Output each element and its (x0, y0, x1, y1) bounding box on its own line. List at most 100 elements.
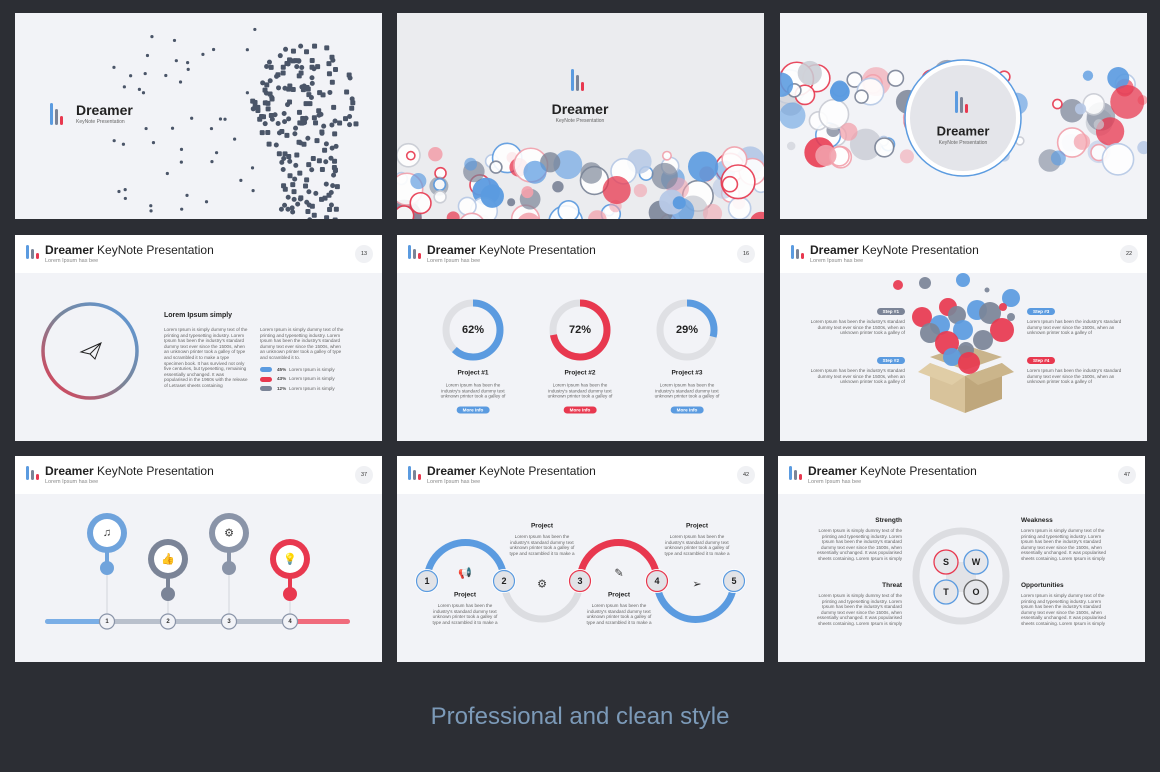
logo-icon (408, 245, 421, 259)
small-icon (137, 87, 142, 91)
bubble (1074, 103, 1087, 115)
slide-42-process[interactable]: Dreamer KeyNote Presentation Lorem Ipsum… (397, 456, 764, 662)
more-info-button[interactable]: More info (456, 406, 490, 414)
bubble (397, 205, 415, 219)
bubble (750, 211, 764, 219)
small-icon (327, 206, 333, 212)
slide-cover-icon-head[interactable]: Dreamer KeyNote Presentation (15, 13, 382, 219)
slide-subtitle: Lorem Ipsum has bee (427, 479, 481, 485)
paragraph-2: Lorem Ipsum is simply dummy text of the … (260, 327, 344, 360)
slide-title: Dreamer KeyNote Presentation (427, 464, 596, 478)
step-badge: Step #3 (1027, 308, 1056, 315)
slide-header: Dreamer KeyNote Presentation Lorem Ipsum… (778, 456, 1145, 494)
small-icon (329, 79, 335, 85)
small-icon (186, 67, 190, 71)
small-icon (304, 49, 310, 55)
icon-bubble (919, 277, 931, 289)
slide-16-donuts[interactable]: Dreamer KeyNote Presentation Lorem Ipsum… (397, 235, 764, 441)
marker-stem (288, 575, 292, 589)
legend-percent: 45% (277, 366, 287, 372)
small-icon (324, 215, 330, 219)
small-icon (122, 85, 126, 89)
paper-plane-icon (79, 342, 102, 360)
small-icon (312, 43, 318, 49)
bubble (553, 150, 583, 180)
slide-cover-bubbles-bottom[interactable]: Dreamer KeyNote Presentation (397, 13, 764, 219)
small-icon (211, 47, 216, 52)
slide-cover-bubbles-band[interactable]: Dreamer KeyNote Presentation (780, 13, 1147, 219)
marker-dot (222, 561, 236, 575)
project-text: Lorem Ipsum has been the industry's stan… (547, 382, 613, 399)
small-icon (328, 202, 334, 208)
slide-13-ring[interactable]: Dreamer KeyNote Presentation Lorem Ipsum… (15, 235, 382, 441)
timeline-number: 1 (105, 619, 109, 625)
small-icon (277, 53, 283, 59)
small-icon (276, 85, 282, 91)
step-text: Lorem Ipsum has been the industry's stan… (810, 319, 905, 336)
small-icon (149, 209, 153, 213)
small-icon (309, 75, 315, 81)
small-icon (286, 116, 292, 122)
bubble (1110, 84, 1145, 119)
small-icon (201, 52, 205, 56)
small-icon (209, 126, 214, 131)
icon-bubble (948, 306, 966, 324)
small-icon (286, 153, 292, 159)
bubble (1093, 119, 1105, 130)
small-icon (298, 43, 304, 49)
bubble (1073, 133, 1091, 150)
slide-22-box-steps[interactable]: Dreamer KeyNote Presentation Lorem Ipsum… (780, 235, 1147, 441)
process-arc (500, 580, 584, 623)
more-info-button[interactable]: More info (670, 406, 704, 414)
step-badge: Step #1 (876, 308, 905, 315)
title-rest: KeyNote Presentation (475, 243, 596, 257)
slide-47-swot[interactable]: Dreamer KeyNote Presentation Lorem Ipsum… (778, 456, 1145, 662)
bubble (523, 160, 547, 184)
small-icon (309, 64, 315, 70)
small-icon (332, 158, 338, 164)
small-icon (331, 172, 337, 178)
page-number: 16 (737, 245, 755, 263)
small-icon (262, 121, 268, 127)
logo-icon (791, 245, 804, 259)
slide-37-timeline[interactable]: Dreamer KeyNote Presentation Lorem Ipsum… (15, 456, 382, 662)
small-icon (145, 53, 150, 58)
timeline-node (159, 613, 177, 630)
bubble (552, 180, 564, 193)
small-icon (296, 109, 302, 115)
small-icon (284, 132, 290, 138)
timeline-number: 2 (166, 619, 170, 625)
more-info-button[interactable]: More info (563, 406, 597, 414)
slide-subtitle: Lorem Ipsum has bee (45, 479, 99, 485)
cover-subtitle: KeyNote Presentation (555, 118, 605, 124)
project-text: Lorem Ipsum has been the industry's stan… (664, 534, 730, 556)
project-label: Project #3 (671, 369, 703, 377)
small-icon (218, 117, 223, 121)
legend-percent: 12% (277, 385, 287, 391)
project-label: Project (453, 591, 477, 599)
small-icon (316, 112, 322, 118)
process-wave (415, 539, 746, 623)
small-icon (289, 205, 295, 211)
logo-icon (408, 466, 421, 480)
small-icon (250, 166, 255, 170)
small-icon (296, 73, 302, 79)
caption: Professional and clean style (430, 703, 730, 730)
slide-subtitle: Lorem Ipsum has bee (427, 258, 481, 264)
small-icon (285, 206, 291, 212)
title-brand: Dreamer (427, 243, 476, 257)
icon-bubble (943, 348, 961, 366)
small-icon (275, 121, 281, 127)
step-circle (415, 569, 439, 593)
small-icon (294, 64, 300, 70)
small-icon (330, 57, 336, 63)
bubble (464, 157, 478, 171)
small-icon (170, 126, 175, 130)
logo-icon (789, 466, 802, 480)
bubble (727, 196, 752, 219)
title-brand: Dreamer (808, 464, 857, 478)
quadrant-label: Weakness (1021, 517, 1053, 524)
project-label: Project (607, 591, 631, 599)
small-icon (331, 104, 337, 110)
small-icon (141, 91, 146, 95)
